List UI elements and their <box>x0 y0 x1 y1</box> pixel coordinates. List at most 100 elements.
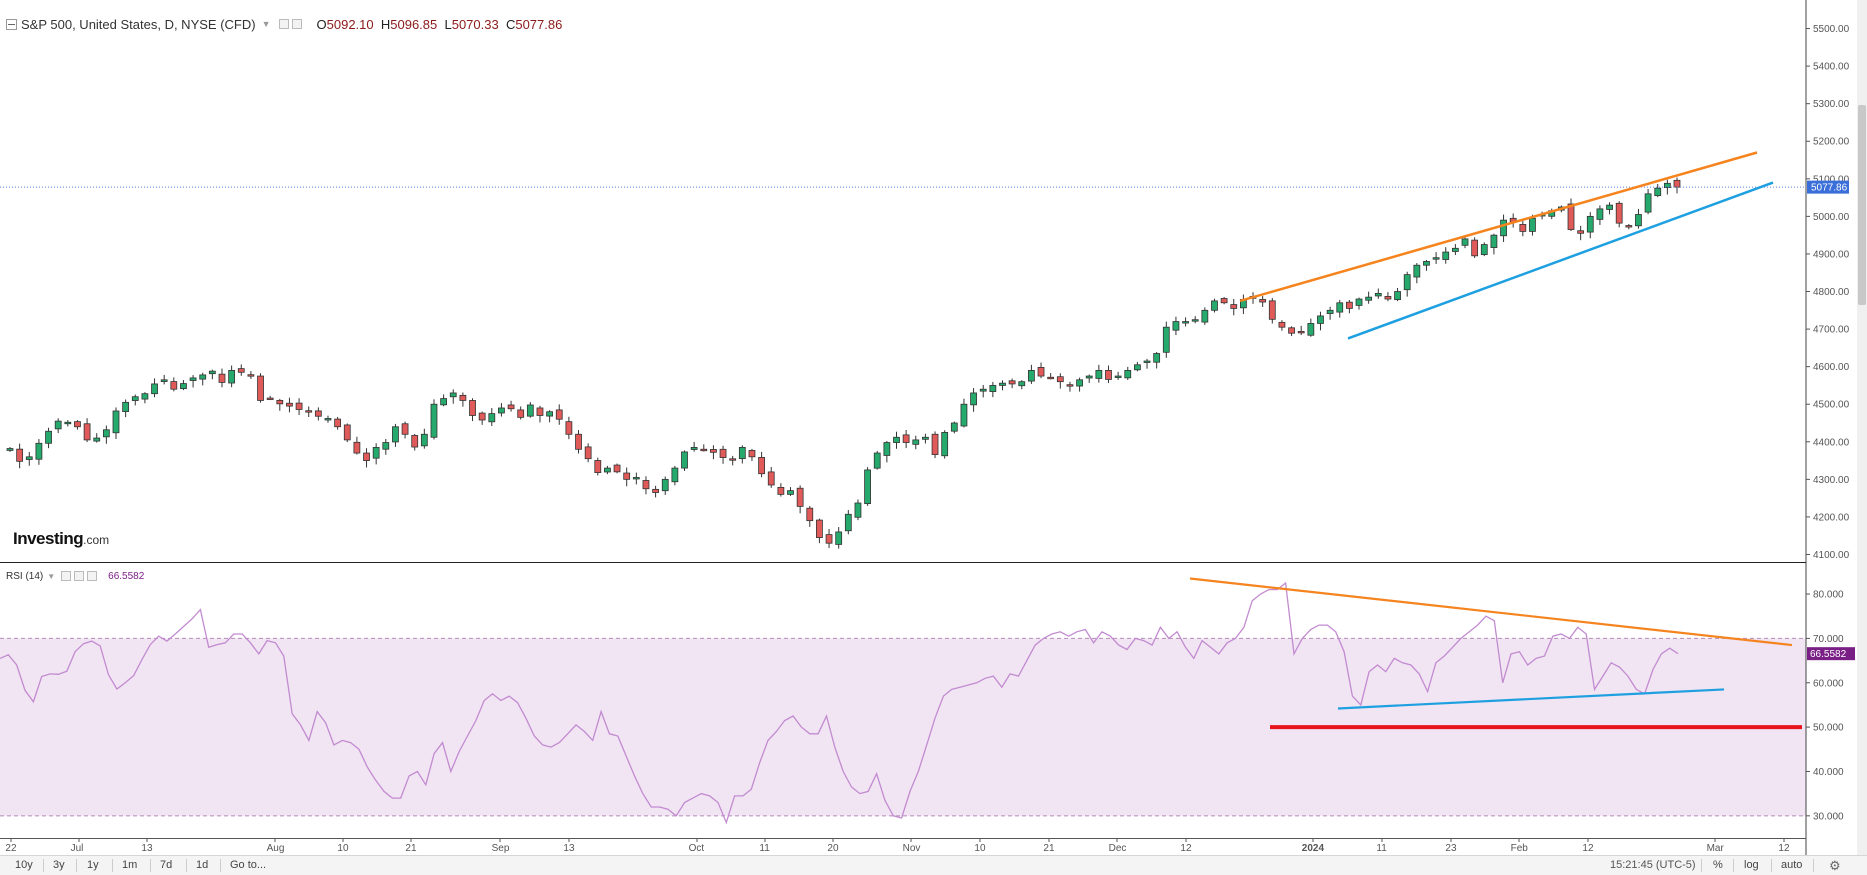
candle-body <box>1028 370 1035 382</box>
candle-body <box>1394 291 1401 301</box>
low-value: 5070.33 <box>451 16 499 32</box>
candle-body <box>305 410 313 413</box>
chart-canvas[interactable]: 5500.00 5400.00 5300.00 5200.00 5100.00 5000.… <box>0 0 1867 855</box>
price-tick-label: 4800.00 <box>1813 287 1850 298</box>
candle-body <box>767 471 775 486</box>
candle-body <box>960 403 968 427</box>
candle-body <box>6 448 14 451</box>
rsi-title[interactable]: RSI (14) <box>6 570 44 582</box>
time-tick-label: 2024 <box>1302 843 1325 854</box>
candle-body <box>787 490 794 495</box>
candle-body <box>1451 247 1459 252</box>
candle-body <box>1442 251 1450 260</box>
rsi-tick-label: 80.000 <box>1813 590 1844 601</box>
investing-logo: Investing.com <box>13 529 109 549</box>
candle-body <box>131 396 139 401</box>
settings-icon[interactable] <box>61 571 72 581</box>
candle-body <box>343 424 351 441</box>
time-tick-label: Aug <box>267 843 285 854</box>
candle-body <box>999 382 1006 386</box>
timeframe-1y[interactable]: 1y <box>87 859 99 871</box>
goto-date-button[interactable]: Go to... <box>230 859 267 871</box>
candle-body <box>1182 321 1189 324</box>
close-icon[interactable] <box>87 571 98 581</box>
candle-body <box>1076 379 1083 387</box>
rsi-value-badge-label: 66.5582 <box>1810 649 1847 660</box>
candle-body <box>160 379 168 382</box>
price-tick-label: 4600.00 <box>1813 362 1850 373</box>
time-tick-label: Mar <box>1707 843 1725 854</box>
candle-body <box>25 456 33 460</box>
timeframe-1m[interactable]: 1m <box>122 859 138 871</box>
chevron-down-icon[interactable]: ▼ <box>261 19 271 29</box>
time-tick-label: 12 <box>1180 843 1192 854</box>
timeframe-10y[interactable]: 10y <box>15 859 33 871</box>
symbol-title[interactable]: S&P 500, United States, D, NYSE (CFD) <box>21 16 256 32</box>
time-tick-label: 13 <box>141 843 153 854</box>
candle-body <box>1008 380 1016 385</box>
candle-body <box>806 507 814 522</box>
divider <box>1813 859 1814 872</box>
price-axis-background <box>1806 0 1857 855</box>
close-label: C <box>505 16 516 32</box>
timeframe-1d[interactable]: 1d <box>196 859 209 871</box>
divider <box>186 859 187 872</box>
price-tick-label: 5200.00 <box>1813 137 1850 148</box>
candle-body <box>16 448 24 462</box>
candle-body <box>1635 214 1642 227</box>
auto-toggle[interactable]: auto <box>1781 859 1803 871</box>
hide-icon[interactable] <box>291 19 302 29</box>
candle-body <box>912 439 920 445</box>
candle-body <box>565 421 573 435</box>
candle-body <box>777 486 785 495</box>
candle-body <box>1336 302 1344 313</box>
percent-toggle[interactable]: % <box>1713 859 1723 871</box>
time-tick-label: 11 <box>1376 843 1387 854</box>
price-legend: S&P 500, United States, D, NYSE (CFD) ▼ … <box>6 14 562 34</box>
candle-body <box>1085 375 1093 379</box>
candle-body <box>1586 215 1594 233</box>
candle-body <box>1153 353 1161 363</box>
rsi-value: 66.5582 <box>108 570 145 582</box>
log-toggle[interactable]: log <box>1744 859 1759 871</box>
logo-suffix: .com <box>83 533 110 547</box>
candle-body <box>1403 274 1411 291</box>
candle-body <box>844 513 852 532</box>
chevron-down-icon[interactable]: ▼ <box>47 571 56 581</box>
candle-body <box>170 381 178 390</box>
timeframe-7d[interactable]: 7d <box>160 859 173 871</box>
candle-body <box>796 487 804 507</box>
candle-body <box>1105 370 1112 380</box>
candle-body <box>671 467 679 483</box>
candle-body <box>141 393 149 400</box>
candle-body <box>237 368 245 373</box>
scrollbar-thumb[interactable] <box>1858 105 1866 305</box>
candle-body <box>83 423 91 441</box>
divider <box>1771 859 1772 872</box>
candle-body <box>652 488 659 493</box>
close-value: 5077.86 <box>515 16 563 32</box>
candle-body <box>1047 376 1055 380</box>
gear-icon[interactable]: ⚙ <box>1829 858 1841 873</box>
candle-body <box>536 407 544 416</box>
time-tick-label: Jul <box>71 843 84 854</box>
candle-body <box>1500 219 1507 237</box>
time-tick-label: 10 <box>974 843 986 854</box>
candle-body <box>1317 315 1324 324</box>
candle-body <box>873 452 881 469</box>
candle-body <box>970 392 977 406</box>
collapse-icon[interactable] <box>6 18 17 30</box>
price-tick-label: 4200.00 <box>1813 512 1850 523</box>
candle-body <box>883 442 891 456</box>
candle-body <box>950 422 958 432</box>
candle-body <box>1056 376 1064 383</box>
timeframe-3y[interactable]: 3y <box>53 859 65 871</box>
candle-body <box>1201 309 1209 323</box>
vertical-scrollbar[interactable] <box>1857 0 1867 855</box>
candle-body <box>1297 331 1305 334</box>
rsi-resistance-trendline <box>1189 577 1793 647</box>
hide-icon[interactable] <box>74 571 85 581</box>
settings-icon[interactable] <box>278 19 289 29</box>
time-tick-label: 12 <box>1778 843 1790 854</box>
candle-body <box>1374 292 1382 297</box>
